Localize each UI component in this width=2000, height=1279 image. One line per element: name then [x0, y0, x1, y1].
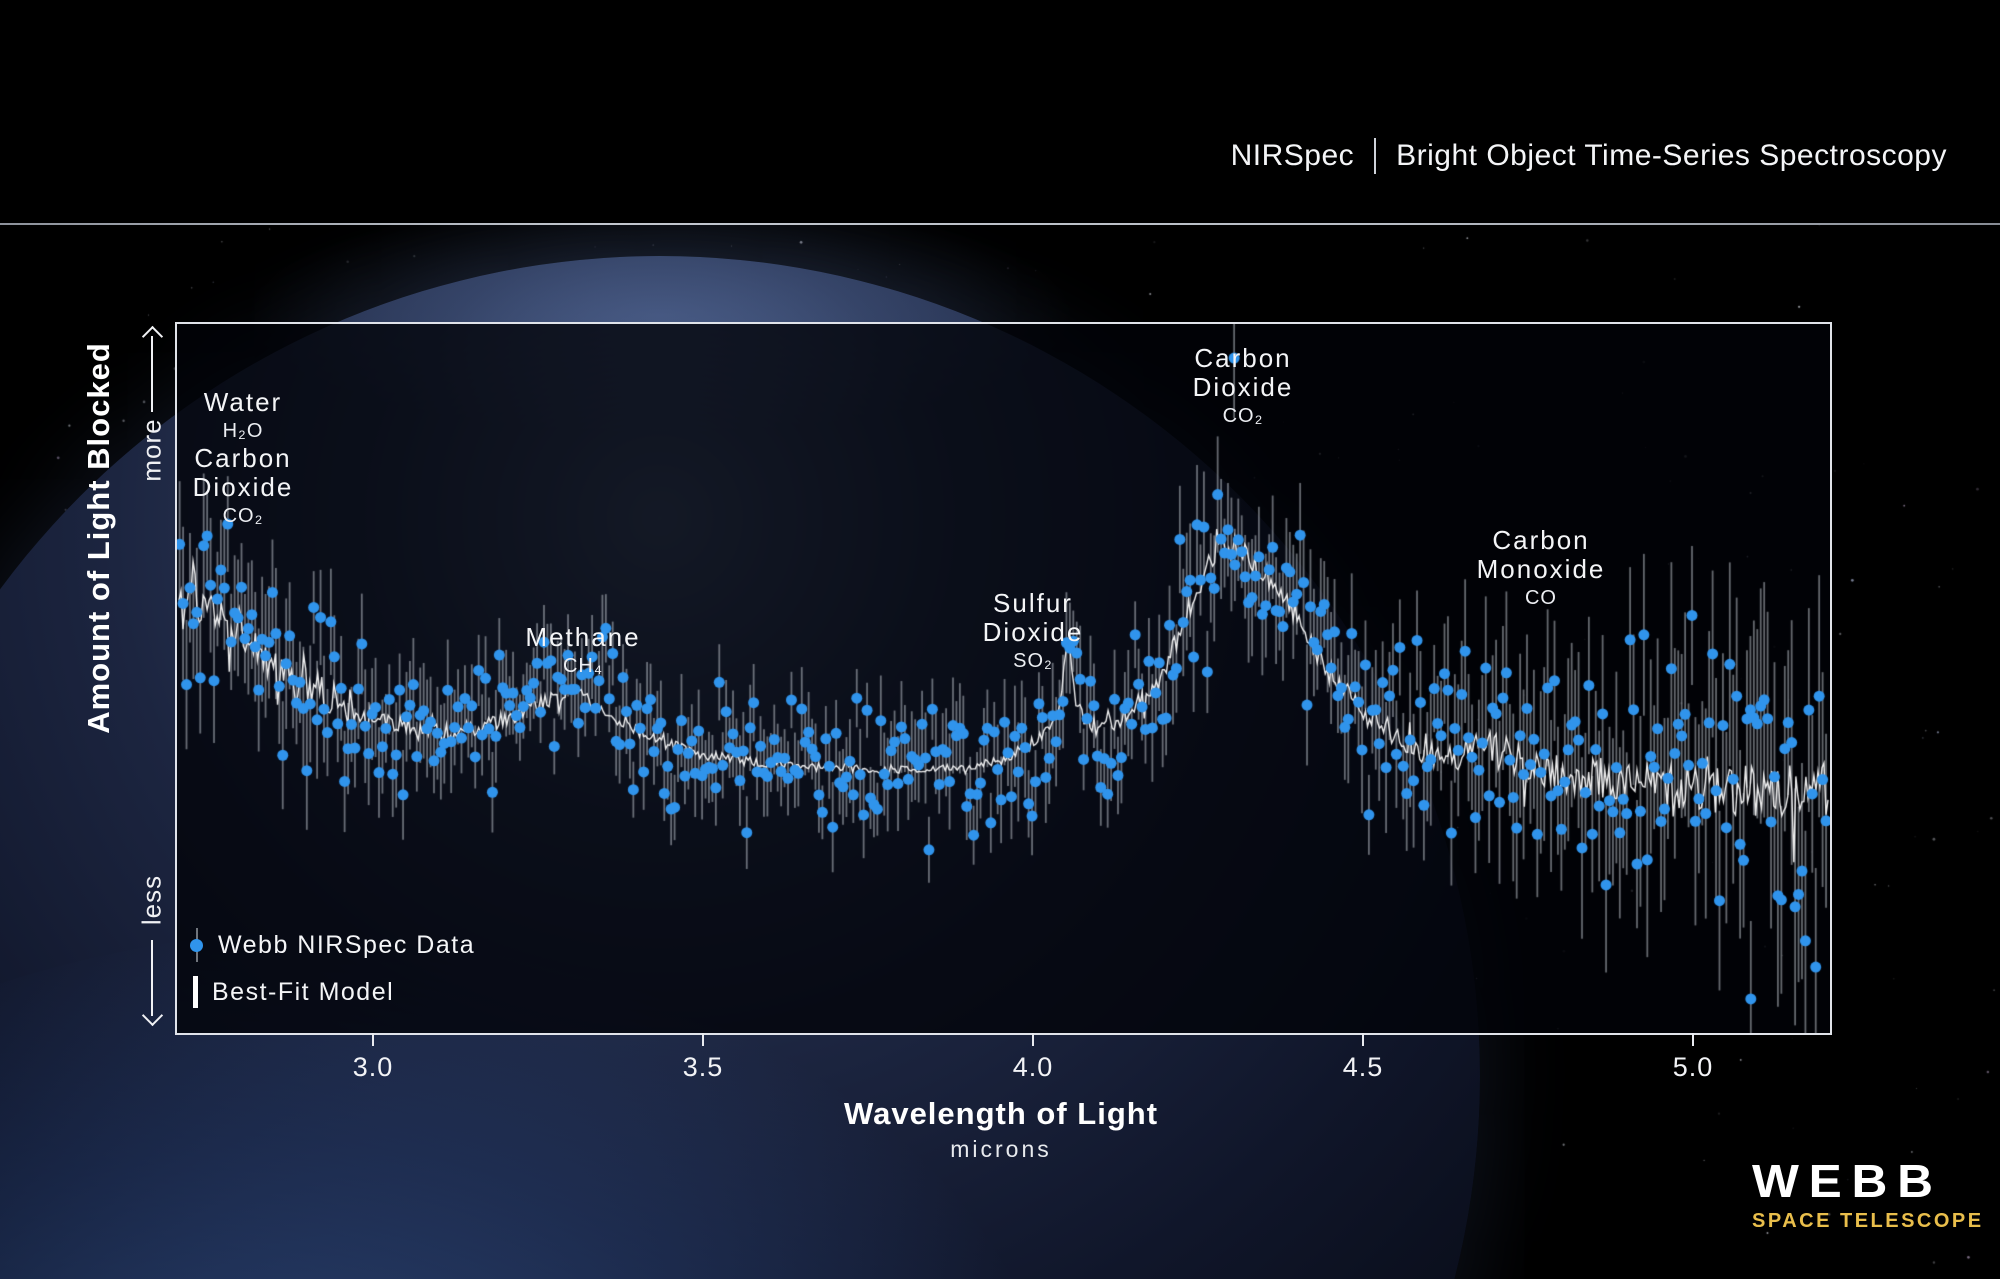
arrow-up-line	[151, 336, 153, 412]
model-line-icon	[193, 976, 198, 1008]
data-point-icon	[188, 928, 208, 962]
annotation-carbon-dioxide-peak: Carbon Dioxide CO₂	[1193, 344, 1294, 428]
annotation-carbon-dioxide-left: Carbon Dioxide CO₂	[193, 444, 294, 528]
x-tick-4.0	[1032, 1033, 1034, 1046]
legend: Webb NIRSpec Data Best-Fit Model	[188, 928, 475, 1022]
instrument-line: NIRSpec Bright Object Time-Series Spectr…	[1231, 138, 1947, 174]
x-tick-3.0	[372, 1033, 374, 1046]
x-tick-4.5	[1362, 1033, 1364, 1046]
y-axis-title: Amount of Light Blocked	[81, 342, 116, 734]
x-tick-3.5	[702, 1033, 704, 1046]
legend-item-data: Webb NIRSpec Data	[188, 928, 475, 962]
x-axis-unit: microns	[950, 1136, 1052, 1162]
webb-logo-wordmark: WEBB	[1752, 1155, 1943, 1207]
y-more-label: more	[136, 418, 167, 482]
annotation-line: Carbon	[194, 443, 292, 473]
x-tick-label: 5.0	[1672, 1052, 1714, 1082]
annotation-line: Dioxide	[1192, 372, 1294, 402]
y-less-label: less	[136, 874, 167, 926]
arrow-down-line	[151, 940, 153, 1016]
annotation-line: Sulfur	[993, 588, 1073, 618]
plot-area	[175, 322, 1832, 1035]
header-band	[0, 0, 2000, 223]
annotation-line: Dioxide	[192, 472, 294, 502]
annotation-formula: CO₂	[222, 505, 264, 527]
annotation-line: Monoxide	[1476, 554, 1606, 584]
x-tick-label: 3.0	[352, 1052, 394, 1082]
annotation-water: Water H₂O	[204, 388, 282, 443]
legend-label: Webb NIRSpec Data	[218, 930, 476, 959]
instrument-name: NIRSpec	[1230, 139, 1355, 172]
annotation-methane: Methane CH₄	[525, 623, 640, 678]
header-divider	[0, 223, 2000, 225]
webb-logo: WEBB SPACE TELESCOPE	[1752, 1158, 1984, 1233]
annotation-formula: CO₂	[1222, 405, 1264, 427]
spectrum-canvas	[177, 324, 1830, 1033]
legend-label: Best-Fit Model	[212, 977, 395, 1006]
x-tick-label: 3.5	[682, 1052, 724, 1082]
annotation-line: Carbon	[1492, 525, 1590, 555]
x-tick-label: 4.5	[1342, 1052, 1384, 1082]
x-tick-label: 4.0	[1012, 1052, 1054, 1082]
separator-bar	[1374, 138, 1377, 174]
webb-logo-subtitle: SPACE TELESCOPE	[1752, 1210, 1984, 1232]
annotation-line: Dioxide	[982, 617, 1084, 647]
legend-item-model: Best-Fit Model	[188, 975, 475, 1009]
x-axis-title: Wavelength of Light	[843, 1096, 1159, 1131]
blue-dot-icon	[190, 939, 203, 952]
annotation-line: Carbon	[1194, 343, 1292, 373]
observation-mode: Bright Object Time-Series Spectroscopy	[1396, 139, 1947, 172]
annotation-carbon-monoxide: Carbon Monoxide CO	[1477, 526, 1606, 610]
annotation-line: Water	[203, 387, 283, 417]
annotation-formula: H₂O	[222, 420, 264, 442]
annotation-formula: SO₂	[1013, 650, 1053, 672]
annotation-line: Methane	[525, 622, 641, 652]
annotation-formula: CH₄	[562, 655, 604, 677]
x-tick-5.0	[1692, 1033, 1694, 1046]
annotation-formula: CO	[1524, 587, 1557, 609]
annotation-sulfur-dioxide: Sulfur Dioxide SO₂	[983, 589, 1084, 673]
